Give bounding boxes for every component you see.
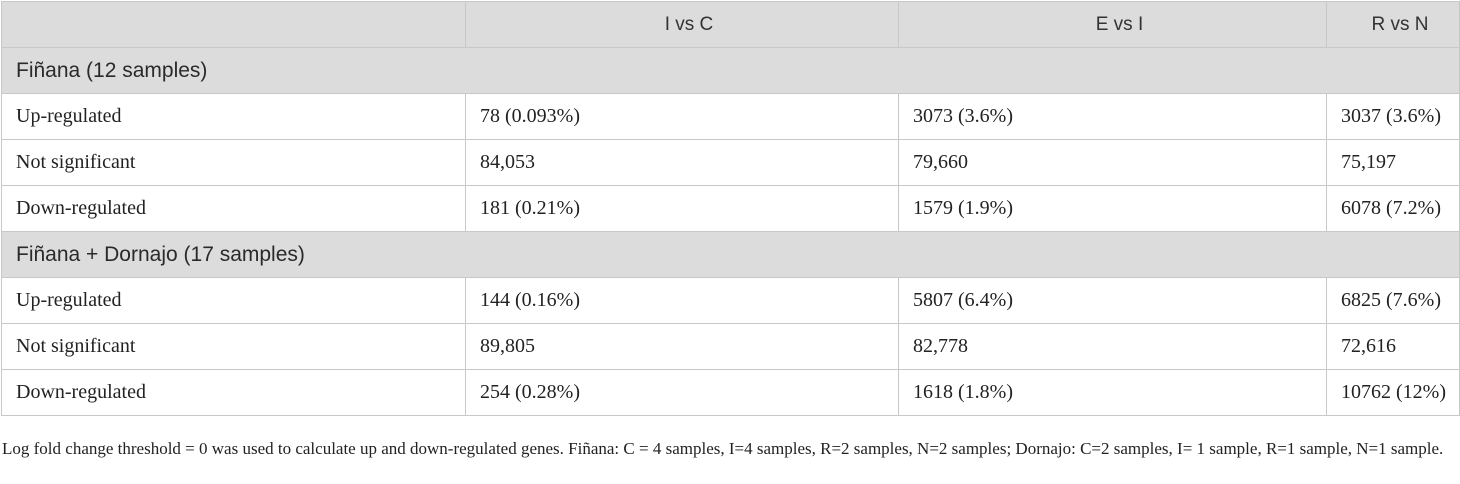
cell-i-vs-c: 89,805 [465, 323, 899, 370]
table-row: Up-regulated 78 (0.093%) 3073 (3.6%) 303… [1, 93, 1460, 140]
group-row-finana-dornajo: Fiñana + Dornajo (17 samples) [1, 231, 1460, 278]
cell-r-vs-n: 10762 (12%) [1326, 369, 1460, 416]
cell-r-vs-n: 3037 (3.6%) [1326, 93, 1460, 140]
cell-e-vs-i: 5807 (6.4%) [898, 277, 1327, 324]
cell-e-vs-i: 1579 (1.9%) [898, 185, 1327, 232]
cell-e-vs-i: 1618 (1.8%) [898, 369, 1327, 416]
table-row: Not significant 84,053 79,660 75,197 [1, 139, 1460, 186]
group-title: Fiñana + Dornajo (17 samples) [1, 231, 1460, 278]
cell-e-vs-i: 3073 (3.6%) [898, 93, 1327, 140]
cell-r-vs-n: 75,197 [1326, 139, 1460, 186]
row-label: Down-regulated [1, 185, 466, 232]
cell-e-vs-i: 82,778 [898, 323, 1327, 370]
row-label: Not significant [1, 139, 466, 186]
row-label: Down-regulated [1, 369, 466, 416]
cell-r-vs-n: 72,616 [1326, 323, 1460, 370]
column-header-empty [1, 1, 466, 48]
group-title: Fiñana (12 samples) [1, 47, 1460, 94]
header-row: I vs C E vs I R vs N [1, 1, 1460, 48]
row-label: Up-regulated [1, 277, 466, 324]
cell-i-vs-c: 84,053 [465, 139, 899, 186]
row-label: Up-regulated [1, 93, 466, 140]
cell-i-vs-c: 144 (0.16%) [465, 277, 899, 324]
table-footnote: Log fold change threshold = 0 was used t… [2, 439, 1444, 458]
table-row: Not significant 89,805 82,778 72,616 [1, 323, 1460, 370]
column-header-r-vs-n: R vs N [1326, 1, 1460, 48]
cell-i-vs-c: 181 (0.21%) [465, 185, 899, 232]
table-row: Up-regulated 144 (0.16%) 5807 (6.4%) 682… [1, 277, 1460, 324]
group-row-finana: Fiñana (12 samples) [1, 47, 1460, 94]
column-header-e-vs-i: E vs I [898, 1, 1327, 48]
cell-r-vs-n: 6078 (7.2%) [1326, 185, 1460, 232]
cell-i-vs-c: 78 (0.093%) [465, 93, 899, 140]
table-row: Down-regulated 254 (0.28%) 1618 (1.8%) 1… [1, 369, 1460, 416]
cell-i-vs-c: 254 (0.28%) [465, 369, 899, 416]
results-table: I vs C E vs I R vs N Fiñana (12 samples)… [1, 1, 1460, 416]
column-header-i-vs-c: I vs C [465, 1, 899, 48]
cell-e-vs-i: 79,660 [898, 139, 1327, 186]
cell-r-vs-n: 6825 (7.6%) [1326, 277, 1460, 324]
row-label: Not significant [1, 323, 466, 370]
table-row: Down-regulated 181 (0.21%) 1579 (1.9%) 6… [1, 185, 1460, 232]
